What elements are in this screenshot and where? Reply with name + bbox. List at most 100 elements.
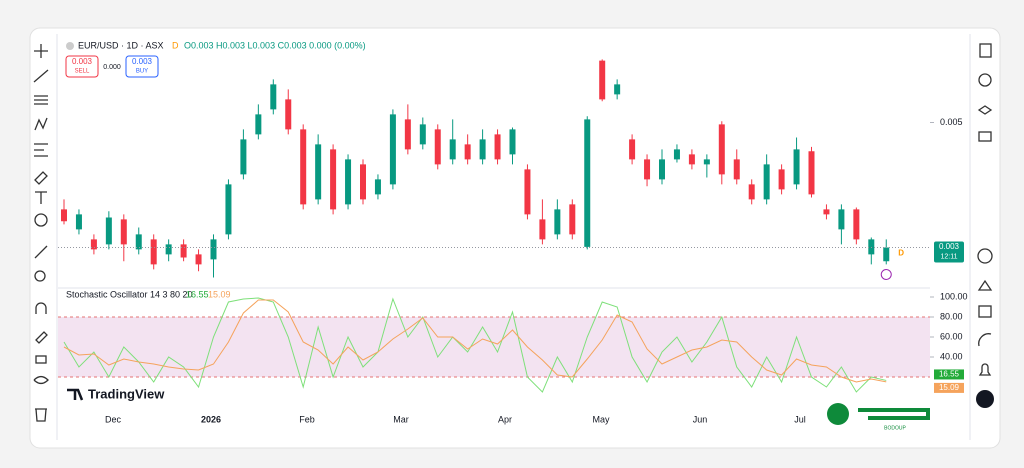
x-tick-label: Apr: [498, 414, 512, 424]
candle-body: [165, 244, 172, 255]
candle-body: [150, 239, 157, 265]
candle-body: [434, 129, 441, 165]
ideas-button[interactable]: [977, 279, 993, 291]
candle-body: [135, 234, 142, 250]
buy-label: BUY: [136, 69, 148, 75]
candle-body: [240, 139, 247, 175]
y-tick-label: 0.005: [940, 117, 963, 127]
forecast-tool[interactable]: [34, 143, 48, 157]
candle-body: [778, 169, 785, 190]
left-toolbar[interactable]: [33, 44, 49, 422]
watermark-text: BODOUP: [884, 425, 906, 431]
watermark-logo: [827, 403, 849, 425]
stoch-line: [63, 299, 887, 383]
indicator-title: Stochastic Oscillator 14 3 80 20: [66, 289, 193, 299]
lock-draw-tool[interactable]: [35, 331, 48, 344]
ruler-tool[interactable]: [34, 245, 48, 259]
buy-button[interactable]: [125, 55, 159, 78]
brand: TradingView: [88, 386, 165, 401]
x-tick-label: Feb: [299, 414, 315, 424]
candle-body: [853, 209, 860, 240]
candle-body: [808, 151, 815, 195]
candle-body: [584, 119, 591, 247]
y-tick-label: 100.00: [940, 291, 968, 301]
candle-body: [644, 159, 651, 180]
candle-body: [763, 164, 770, 200]
candle-body: [270, 84, 277, 110]
candle-body: [569, 204, 576, 235]
event-icon: [880, 269, 892, 280]
calendar-button[interactable]: [978, 305, 992, 318]
ohlc: O0.003 H0.003 L0.003 C0.003 0.000 (0.00%…: [184, 40, 366, 50]
candle-body: [733, 159, 740, 180]
candle-body: [838, 209, 845, 230]
candle-body: [105, 217, 112, 245]
magnet-tool[interactable]: [35, 302, 47, 314]
layers-button[interactable]: [977, 105, 993, 115]
y-tick-label: 60.00: [940, 331, 963, 341]
symbol-icon: [66, 42, 74, 50]
candle-body: [225, 184, 232, 235]
sell-label: SELL: [75, 69, 90, 75]
value-badge-label: 15.09: [939, 383, 960, 392]
candle-body: [360, 164, 366, 200]
candle-body: [703, 159, 710, 165]
broadcast-button[interactable]: [978, 333, 992, 347]
alerts-button[interactable]: [978, 73, 992, 87]
candle-body: [255, 114, 262, 135]
candle-body: [673, 149, 680, 160]
candle-body: [345, 159, 352, 205]
x-tick-label: May: [592, 414, 610, 424]
symbol: EUR/USD · 1D · ASX: [78, 40, 164, 50]
indicator-value: 15.09: [208, 289, 231, 299]
visibility-tool[interactable]: [33, 375, 49, 385]
candle-body: [374, 179, 381, 195]
watermark-box: [806, 393, 946, 437]
candle-body: [419, 124, 426, 145]
marker: D: [898, 249, 904, 258]
chat-button[interactable]: [978, 131, 992, 142]
stoch-line: [63, 297, 887, 393]
sell-button[interactable]: [65, 55, 99, 78]
spread: 0.000: [103, 64, 121, 71]
candle-body: [195, 254, 202, 265]
candle-body: [180, 244, 187, 258]
candle-body: [539, 219, 546, 240]
notifications-button[interactable]: [978, 363, 992, 376]
candle-body: [883, 247, 890, 262]
watchlist-button[interactable]: [979, 43, 992, 58]
text-tool[interactable]: [35, 191, 47, 204]
delete-tool[interactable]: [35, 408, 47, 422]
pattern-tool[interactable]: [34, 117, 48, 131]
menu-button[interactable]: [976, 390, 994, 408]
trendline-tool[interactable]: [33, 69, 49, 83]
candle-body: [614, 84, 621, 95]
candle-body: [524, 169, 531, 215]
countdown: 12:11: [941, 253, 958, 260]
candle-body: [404, 119, 411, 150]
flag: D: [172, 40, 179, 50]
x-tick-label: 2026: [201, 414, 221, 424]
value-badge-label: 16.55: [939, 370, 960, 379]
candle-body: [75, 214, 82, 230]
y-tick-label: 80.00: [940, 311, 963, 321]
candle-body: [629, 139, 636, 160]
zoom-tool[interactable]: [34, 270, 46, 282]
brush-tool[interactable]: [34, 171, 48, 185]
candle-body: [868, 239, 875, 255]
candle-body: [330, 149, 337, 210]
crosshair-tool[interactable]: [34, 44, 48, 58]
candle-body: [285, 99, 292, 130]
candle-body: [718, 124, 725, 175]
lock-tool[interactable]: [35, 355, 47, 364]
sell-price: 0.003: [72, 57, 93, 66]
emoji-tool[interactable]: [34, 213, 48, 227]
buy-price: 0.003: [132, 57, 153, 66]
right-toolbar[interactable]: [977, 43, 993, 376]
fib-tool[interactable]: [34, 95, 48, 105]
candle-body: [688, 154, 695, 165]
target-button[interactable]: [977, 248, 993, 264]
candle-body: [793, 149, 800, 185]
